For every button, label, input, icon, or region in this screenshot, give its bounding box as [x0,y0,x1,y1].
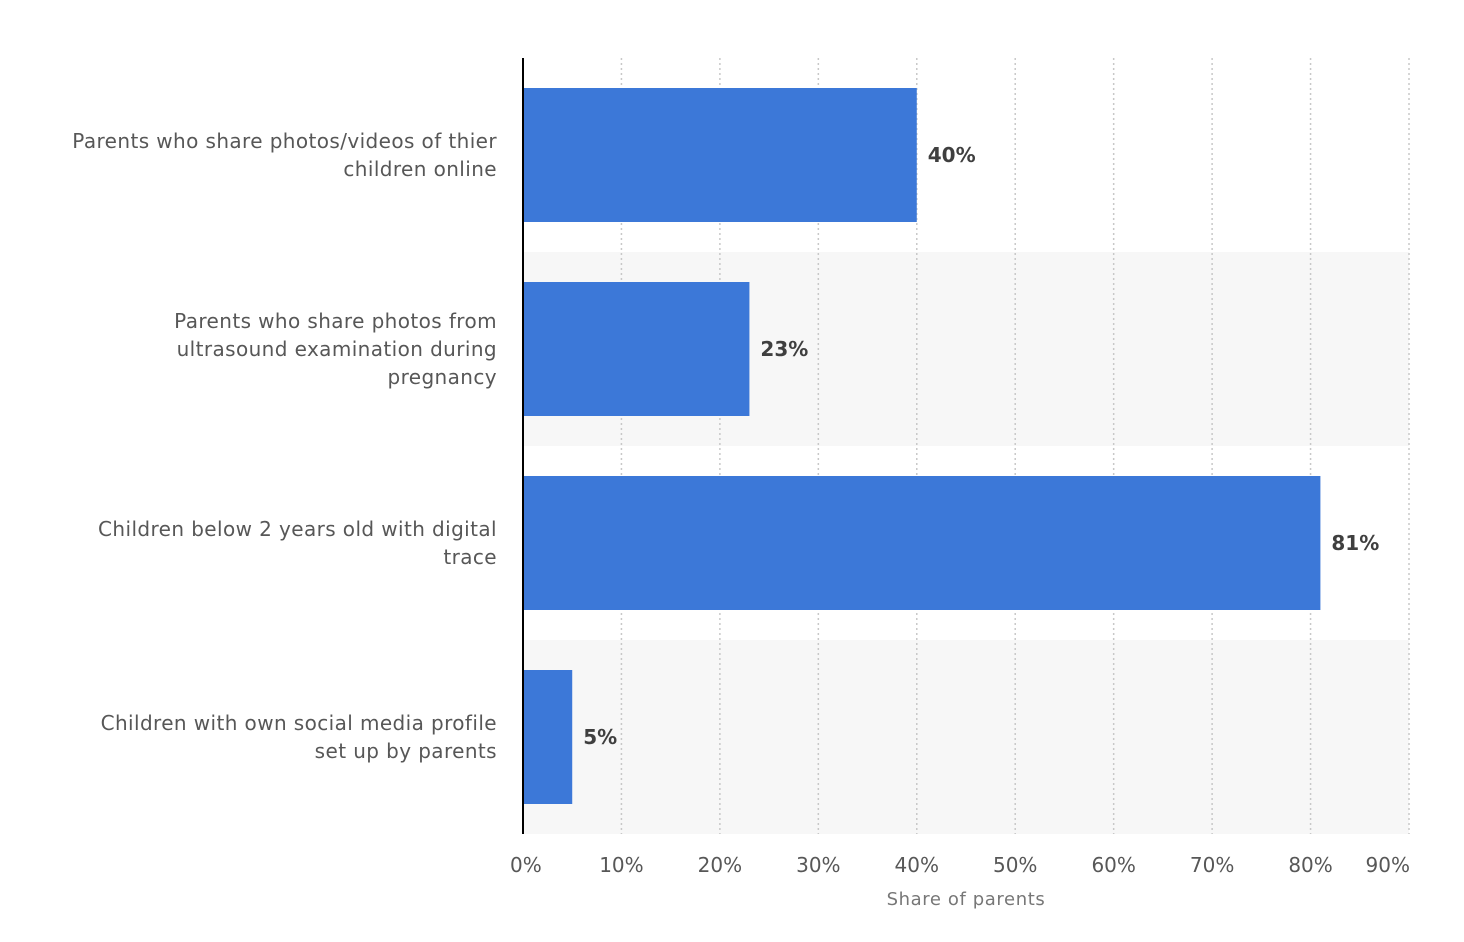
value-labels: 40% 23% 81% 5% [583,143,1379,749]
category-label: Children below 2 years old with digital t… [98,517,497,569]
x-axis-title: Share of parents [887,889,1046,910]
category-label: Children with own social media profile se… [101,711,497,763]
category-label: Parents who share photos from ultrasound … [174,309,497,389]
x-tick-label: 50% [993,853,1037,877]
category-label-line: Parents who share photos/videos of thier [72,129,497,153]
bar [523,476,1321,610]
x-tick-label: 70% [1190,853,1234,877]
category-label-line: children online [343,157,497,181]
category-label: Parents who share photos/videos of thier… [72,129,497,181]
gridlines [620,58,1410,834]
bars [523,88,1321,804]
bar [523,670,573,804]
x-tick-label: 10% [599,853,643,877]
x-tick-label: 40% [895,853,939,877]
category-label-line: Children with own social media profile [101,711,497,735]
value-label: 23% [760,337,808,361]
category-labels: Parents who share photos/videos of thier… [72,129,497,763]
category-label-line: Parents who share photos from [174,309,497,333]
row-band [523,640,1409,834]
x-tick-label: 90% [1366,853,1410,877]
x-tick-label: 80% [1288,853,1332,877]
value-label: 81% [1331,531,1379,555]
category-label-line: set up by parents [315,739,497,763]
x-tick-label: 30% [796,853,840,877]
x-tick-labels: 0% 10% 20% 30% 40% 50% 60% 70% 80% 90% [510,853,1410,877]
bar [523,282,750,416]
x-tick-label: 20% [698,853,742,877]
bar [523,88,917,222]
x-tick-label: 0% [510,853,542,877]
value-label: 5% [583,725,617,749]
value-label: 40% [928,143,976,167]
category-label-line: pregnancy [387,365,497,389]
category-label-line: ultrasound examination during [177,337,497,361]
x-tick-label: 60% [1091,853,1135,877]
category-label-line: trace [443,545,497,569]
category-label-line: Children below 2 years old with digital [98,517,497,541]
